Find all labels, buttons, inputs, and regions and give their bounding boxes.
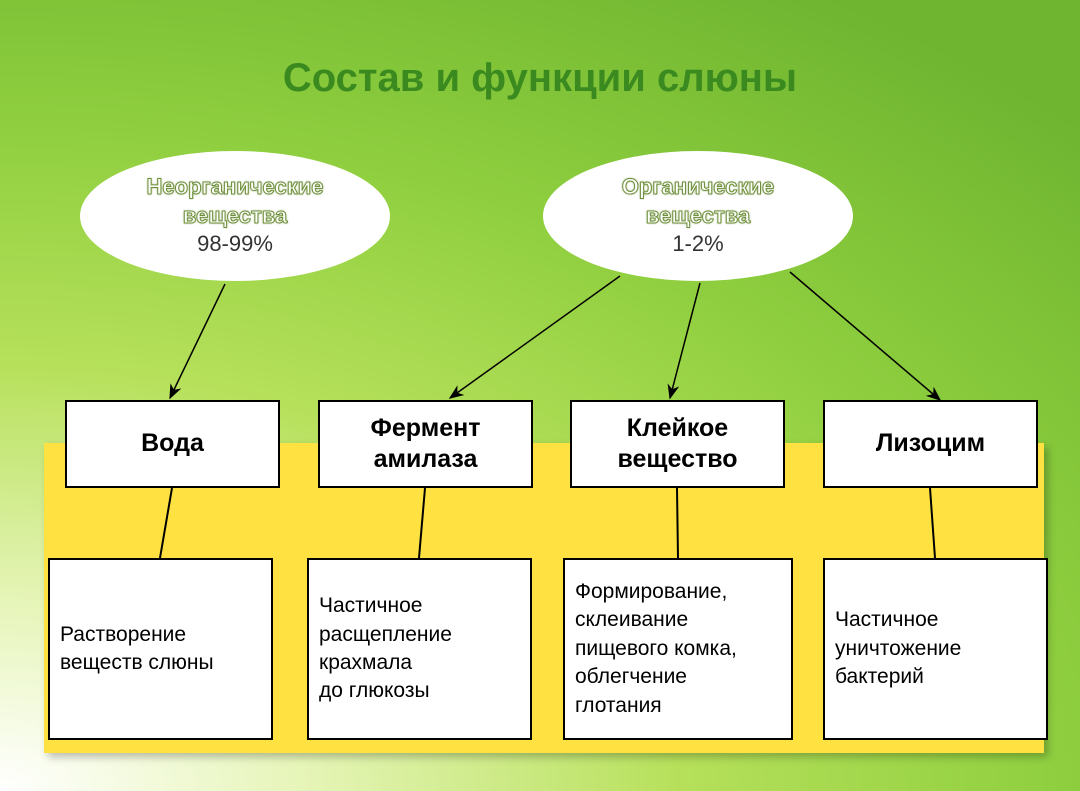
desc-box-water: Растворение веществ слюны: [48, 558, 273, 740]
desc-text: Частичное расщепление крахмала до глюкоз…: [319, 592, 520, 705]
desc-text: Формирование,склеивание пищевого комка,о…: [575, 578, 781, 720]
desc-box-lyso: Частичное уничтожение бактерий: [823, 558, 1048, 740]
ellipse-organic-pct: 1-2%: [672, 230, 723, 259]
ellipse-organic-line2: вещества: [646, 202, 750, 231]
category-box-enzyme: Ферментамилаза: [318, 400, 533, 488]
desc-text: Частичное уничтожение бактерий: [835, 606, 1036, 691]
ellipse-organic-line1: Органические: [622, 173, 775, 202]
desc-text: Растворение веществ слюны: [60, 621, 261, 678]
desc-box-enzyme: Частичное расщепление крахмала до глюкоз…: [307, 558, 532, 740]
ellipse-inorganic-line1: Неорганические: [147, 173, 324, 202]
category-box-lyso: Лизоцим: [823, 400, 1038, 488]
category-box-sticky: Клейкоевещество: [570, 400, 785, 488]
category-label: Клейкоевещество: [617, 413, 737, 476]
ellipse-inorganic-pct: 98-99%: [197, 230, 273, 259]
desc-box-sticky: Формирование,склеивание пищевого комка,о…: [563, 558, 793, 740]
category-box-water: Вода: [65, 400, 280, 488]
ellipse-inorganic: Неорганические вещества 98-99%: [80, 151, 390, 281]
category-label: Ферментамилаза: [371, 413, 481, 476]
ellipse-organic: Органические вещества 1-2%: [543, 151, 853, 281]
ellipse-inorganic-line2: вещества: [183, 202, 287, 231]
category-label: Вода: [141, 428, 204, 459]
category-label: Лизоцим: [876, 428, 985, 459]
